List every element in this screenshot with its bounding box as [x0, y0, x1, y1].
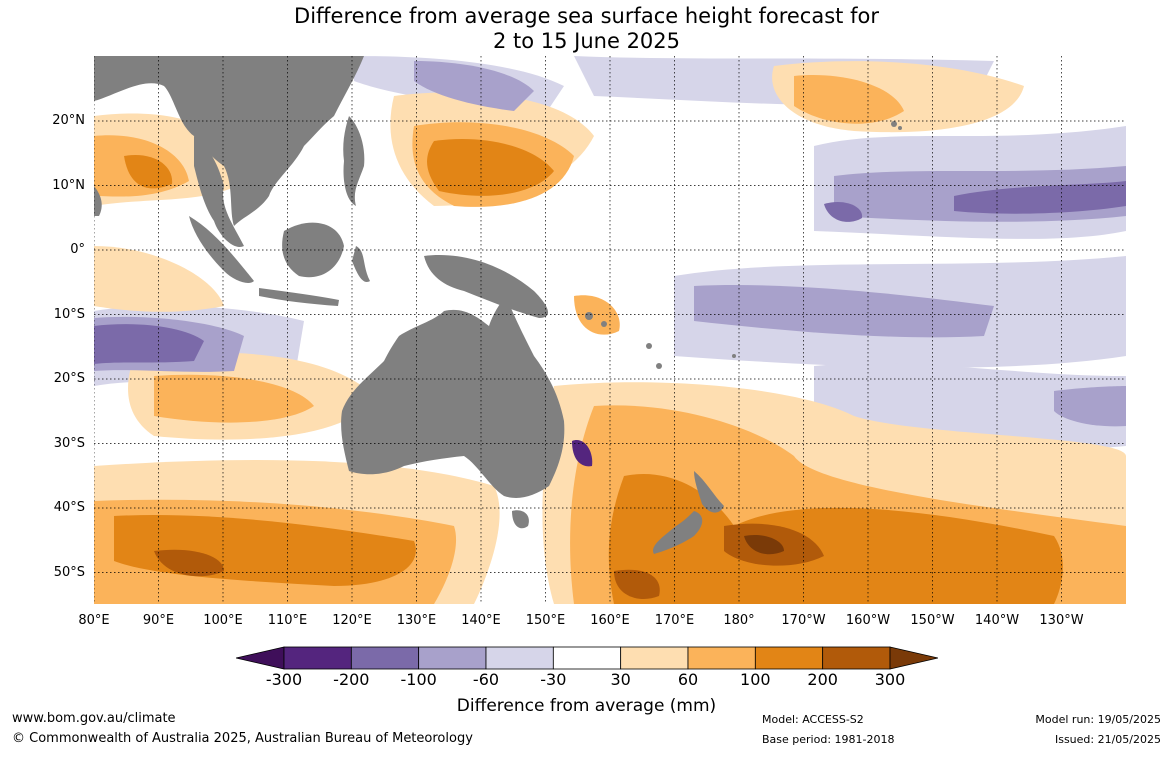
longitude-label: 140°W [974, 613, 1020, 628]
colorbar-tick-label: 200 [807, 670, 838, 689]
land-island [646, 343, 652, 349]
land-new-guinea [424, 255, 549, 318]
longitude-label: 130°E [396, 613, 437, 628]
colorbar-segment [350, 646, 420, 670]
footer-base-period: Base period: 1981-2018 [762, 733, 895, 746]
anomaly-field-very-strong [154, 440, 824, 599]
latitude-label: 10°S [53, 306, 85, 322]
colorbar-tick-label: -300 [265, 670, 303, 689]
colorbar-segment [485, 646, 554, 670]
longitude-label: 170°E [654, 613, 695, 628]
footer-url[interactable]: www.bom.gov.au/climate [12, 711, 176, 726]
latitude-label: 20°S [53, 371, 85, 386]
land-india-tip [94, 186, 102, 216]
land-philippines [343, 116, 365, 206]
negative-anomaly-region [1054, 386, 1126, 427]
sea-height-map [94, 56, 1126, 604]
longitude-label: 90°E [142, 613, 175, 628]
land-island [891, 121, 897, 127]
land-tasmania [512, 510, 529, 529]
negative-anomaly-region [824, 201, 863, 222]
colorbar-segment [687, 646, 756, 670]
colorbar-segment [620, 646, 689, 670]
colorbar-segment [754, 646, 824, 670]
footer-model-run: Model run: 19/05/2025 [1035, 713, 1161, 726]
positive-anomaly-region [427, 139, 554, 196]
colorbar-segment [418, 646, 487, 670]
negative-anomaly-region [954, 181, 1126, 214]
positive-anomaly-region [608, 474, 1063, 604]
land-island [601, 321, 607, 327]
latitude-label: 0° [70, 242, 85, 257]
title-line-2: 2 to 15 June 2025 [492, 29, 681, 53]
land-indochina [194, 136, 244, 247]
land-new-zealand-north [694, 471, 724, 513]
longitude-label: 100°E [203, 613, 243, 628]
longitude-label: 140°E [461, 613, 501, 628]
land-island [732, 354, 736, 358]
colorbar-segment [552, 646, 622, 670]
footer-issued: Issued: 21/05/2025 [1054, 733, 1161, 746]
colorbar-extend-high [889, 646, 938, 670]
positive-anomaly-region [154, 374, 314, 423]
footer-copyright: © Commonwealth of Australia 2025, Austra… [12, 731, 473, 746]
colorbar-tick-label: 300 [874, 670, 906, 689]
colorbar-tick-label: -200 [333, 670, 370, 689]
longitude-label: 170°W [781, 613, 826, 628]
colorbar-extend-low [236, 646, 285, 670]
longitude-label: 150°E [525, 613, 566, 628]
longitude-label: 150°W [910, 613, 955, 628]
land-island [585, 312, 593, 320]
longitude-label: 80°E [78, 613, 110, 628]
title-line-1: Difference from average sea surface heig… [294, 4, 879, 28]
colorbar-tick-label: -30 [540, 670, 567, 689]
latitude-label: 10°N [52, 177, 85, 193]
longitude-label: 120°E [332, 613, 372, 628]
positive-anomaly-region [744, 534, 784, 555]
colorbar-tick-label: -100 [400, 670, 437, 689]
colorbar-tick-label: 30 [610, 670, 631, 689]
land-java [259, 288, 339, 306]
positive-anomaly-region [124, 155, 173, 189]
longitude-label: 160°W [845, 613, 891, 628]
land-asia [94, 56, 364, 226]
negative-anomaly-region [414, 61, 534, 111]
map-title: Difference from average sea surface heig… [0, 4, 1173, 54]
land-australia [341, 296, 565, 498]
positive-anomaly-region [94, 246, 224, 312]
latitude-label: 30°S [53, 435, 85, 451]
negative-anomaly-region [94, 324, 204, 364]
colorbar-tick-label: 100 [740, 670, 771, 689]
positive-anomaly-region [154, 549, 224, 577]
negative-anomaly-region [572, 440, 593, 467]
land-masses [94, 56, 902, 554]
positive-anomaly-region [614, 569, 660, 599]
positive-anomaly-region [574, 295, 620, 335]
longitude-label: 130°W [1039, 613, 1084, 628]
colorbar-title: Difference from average (mm) [456, 696, 717, 716]
land-new-zealand-south [653, 511, 703, 554]
latitude-label: 40°S [53, 500, 85, 515]
longitude-label: 180° [723, 613, 755, 628]
land-sumatra [189, 216, 254, 283]
lat-lon-grid [94, 56, 1126, 604]
land-sulawesi [352, 246, 370, 282]
negative-anomaly-region [694, 285, 994, 338]
colorbar [236, 646, 938, 670]
land-borneo [282, 222, 344, 278]
colorbar-tick-label: -60 [472, 670, 500, 689]
colorbar-segment [283, 646, 352, 670]
colorbar-segment [822, 646, 891, 670]
positive-anomaly-region [794, 75, 904, 124]
latitude-label: 50°S [53, 564, 85, 580]
latitude-label: 20°N [52, 113, 85, 128]
map-canvas [94, 56, 1126, 604]
longitude-label: 110°E [267, 613, 308, 628]
land-island [898, 126, 902, 130]
colorbar-tick-label: 60 [677, 670, 699, 689]
footer-model: Model: ACCESS-S2 [762, 713, 864, 726]
land-island [656, 363, 662, 369]
longitude-label: 160°E [590, 613, 630, 628]
